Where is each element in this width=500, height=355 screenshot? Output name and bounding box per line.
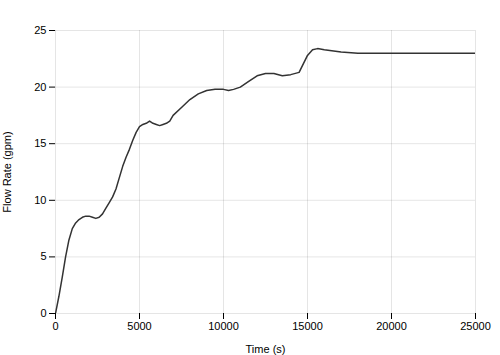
svg-text:25: 25 — [34, 24, 46, 36]
svg-text:20000: 20000 — [376, 320, 407, 332]
svg-text:10000: 10000 — [208, 320, 239, 332]
svg-text:Flow Rate (gpm): Flow Rate (gpm) — [1, 131, 13, 212]
svg-text:0: 0 — [40, 307, 46, 319]
svg-text:25000: 25000 — [460, 320, 491, 332]
svg-text:Time (s): Time (s) — [246, 343, 286, 355]
svg-text:15000: 15000 — [292, 320, 323, 332]
svg-text:0: 0 — [52, 320, 58, 332]
svg-text:10: 10 — [34, 194, 46, 206]
svg-text:20: 20 — [34, 81, 46, 93]
svg-text:15: 15 — [34, 137, 46, 149]
svg-text:5: 5 — [40, 250, 46, 262]
svg-text:5000: 5000 — [127, 320, 151, 332]
